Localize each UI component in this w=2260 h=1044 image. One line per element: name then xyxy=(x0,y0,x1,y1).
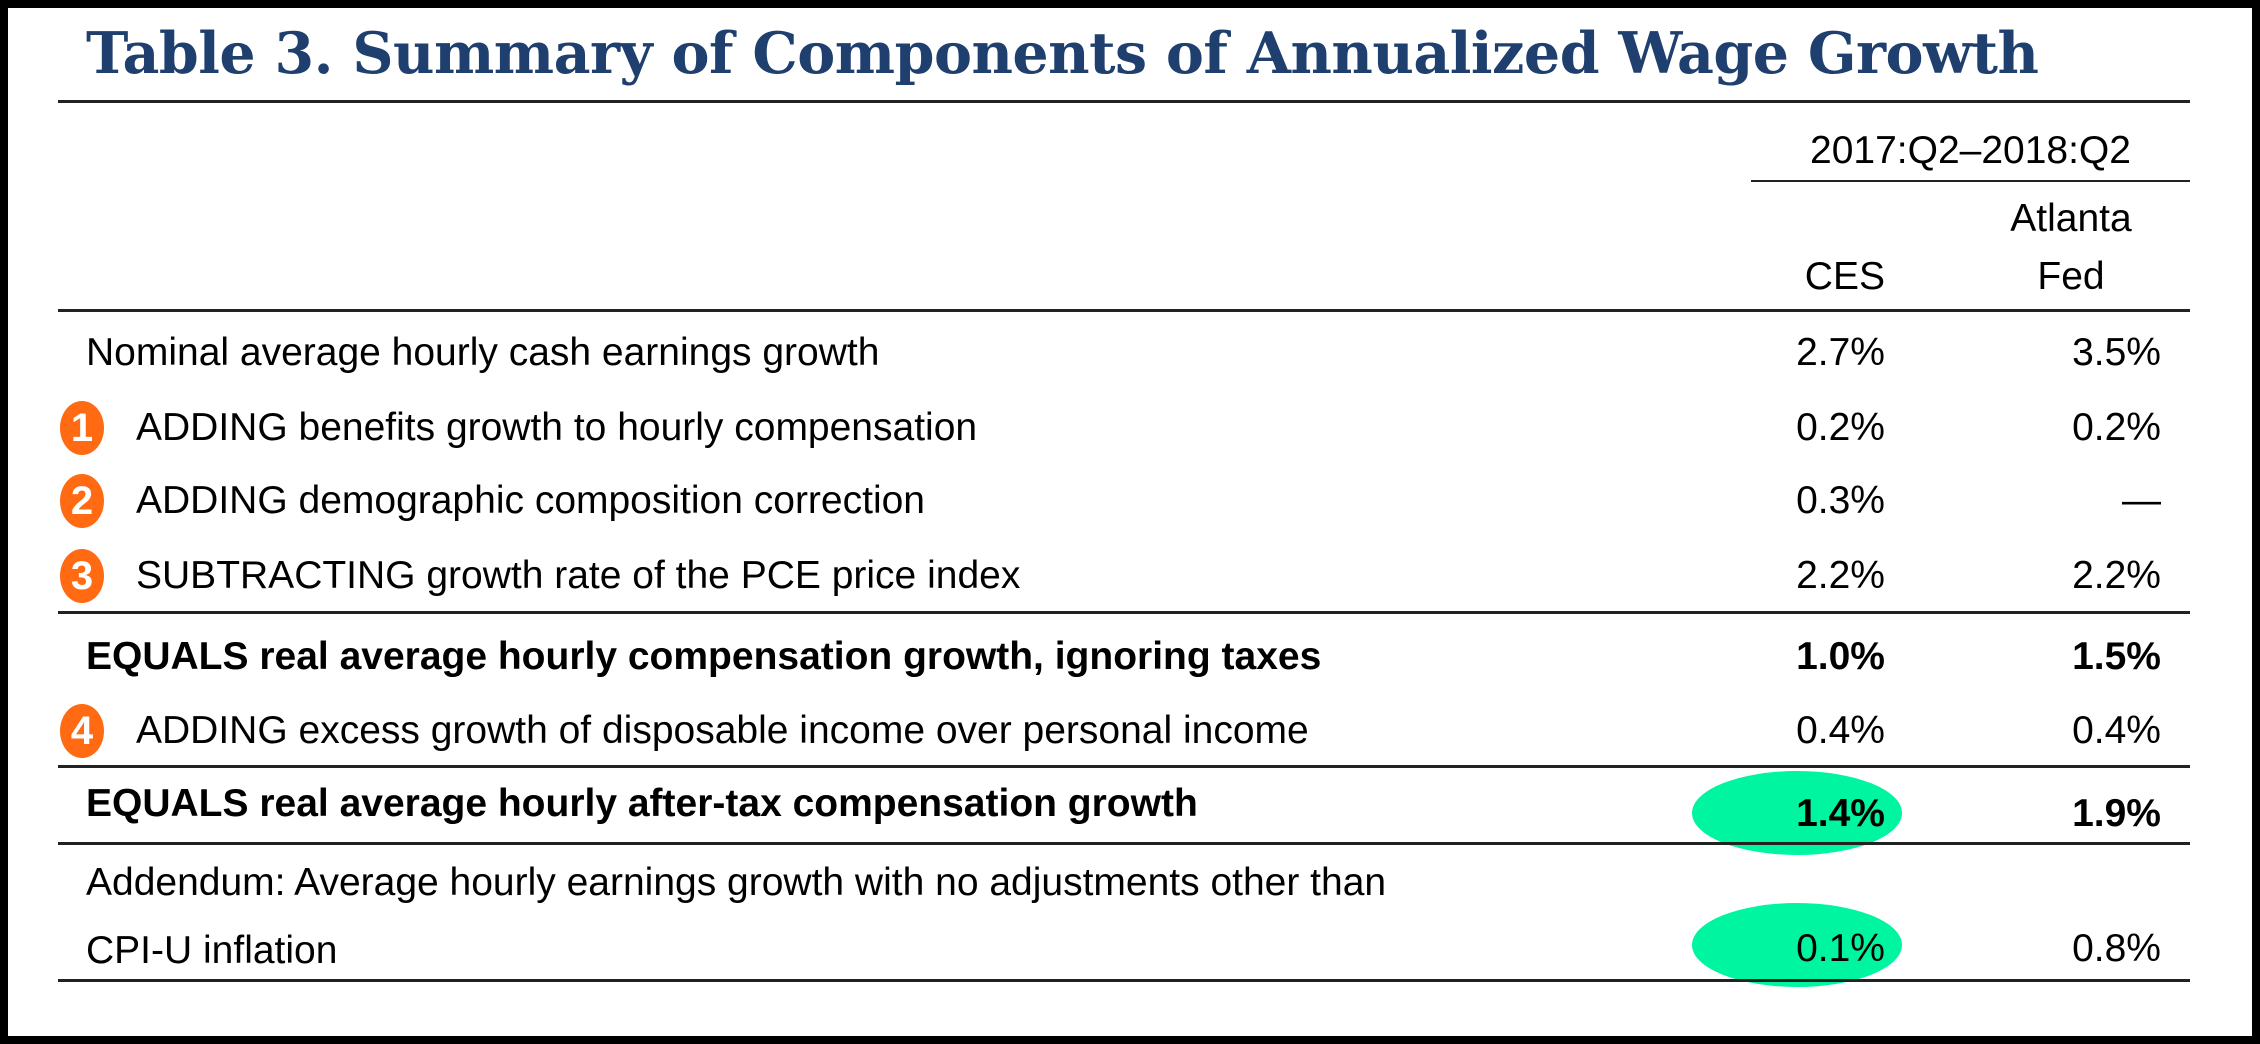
atlanta-value: — xyxy=(2122,479,2161,522)
atlanta-header-line1: Atlanta xyxy=(2010,197,2132,240)
step-1-badge-icon: 1 xyxy=(60,401,104,455)
row-label-total: EQUALS real average hourly compensation … xyxy=(86,635,1322,678)
row-label-total: EQUALS real average hourly after-tax com… xyxy=(86,782,1198,825)
ces-value: 2.7% xyxy=(1796,331,1885,374)
period-header: 2017:Q2–2018:Q2 xyxy=(1810,129,2131,172)
atlanta-value: 1.9% xyxy=(2072,792,2161,835)
addendum-label-line2: CPI-U inflation xyxy=(86,929,338,972)
addendum-label-line1: Addendum: Average hourly earnings growth… xyxy=(86,861,1387,904)
table-title: Table 3. Summary of Components of Annual… xyxy=(86,20,2039,87)
ces-header: CES xyxy=(1804,255,1885,298)
row-label: ADDING benefits growth to hourly compens… xyxy=(136,406,978,449)
step-3-badge-icon: 3 xyxy=(60,549,104,603)
atlanta-value: 0.8% xyxy=(2072,927,2161,970)
ces-value: 1.0% xyxy=(1796,635,1885,678)
row-rule xyxy=(58,765,2190,768)
period-rule xyxy=(1751,180,2190,182)
row-label: ADDING demographic composition correctio… xyxy=(136,479,925,522)
title-rule xyxy=(58,100,2190,103)
atlanta-header-line2: Fed xyxy=(2037,255,2105,298)
row-label: ADDING excess growth of disposable incom… xyxy=(136,709,1309,752)
atlanta-value: 3.5% xyxy=(2072,331,2161,374)
table-bottom-rule xyxy=(58,979,2190,982)
ces-value: 0.3% xyxy=(1796,479,1885,522)
ces-value: 2.2% xyxy=(1796,554,1885,597)
highlight-ellipse-after-tax-ces xyxy=(1692,771,1902,855)
ces-value: 0.1% xyxy=(1796,927,1885,970)
step-2-badge-icon: 2 xyxy=(60,474,104,528)
row-rule xyxy=(58,611,2190,614)
row-label: Nominal average hourly cash earnings gro… xyxy=(86,331,880,374)
atlanta-value: 1.5% xyxy=(2072,635,2161,678)
highlight-ellipse-addendum-ces xyxy=(1692,903,1902,987)
atlanta-value: 0.2% xyxy=(2072,406,2161,449)
atlanta-value: 2.2% xyxy=(2072,554,2161,597)
ces-value: 0.2% xyxy=(1796,406,1885,449)
ces-value: 1.4% xyxy=(1796,792,1885,835)
ces-value: 0.4% xyxy=(1796,709,1885,752)
header-rule xyxy=(58,309,2190,312)
row-label: SUBTRACTING growth rate of the PCE price… xyxy=(136,554,1021,597)
atlanta-value: 0.4% xyxy=(2072,709,2161,752)
step-4-badge-icon: 4 xyxy=(60,704,104,758)
row-rule xyxy=(58,842,2190,845)
